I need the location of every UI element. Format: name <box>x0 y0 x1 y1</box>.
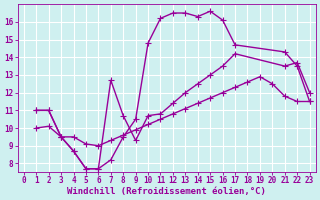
X-axis label: Windchill (Refroidissement éolien,°C): Windchill (Refroidissement éolien,°C) <box>67 187 266 196</box>
